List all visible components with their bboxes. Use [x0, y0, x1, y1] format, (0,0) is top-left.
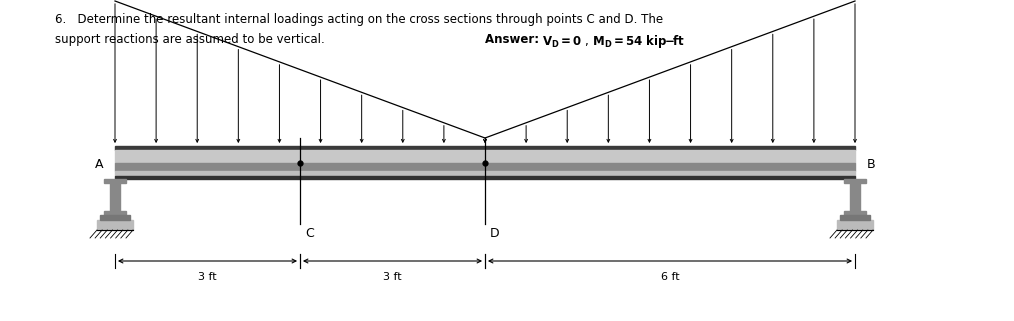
Text: 3 ft: 3 ft — [383, 272, 402, 282]
FancyBboxPatch shape — [840, 215, 870, 220]
Text: 6.   Determine the resultant internal loadings acting on the cross sections thro: 6. Determine the resultant internal load… — [55, 13, 663, 26]
Text: D: D — [490, 227, 500, 240]
FancyBboxPatch shape — [837, 220, 873, 230]
FancyBboxPatch shape — [97, 220, 133, 230]
FancyBboxPatch shape — [115, 163, 855, 171]
FancyBboxPatch shape — [115, 176, 855, 179]
FancyBboxPatch shape — [844, 211, 866, 215]
FancyBboxPatch shape — [100, 215, 130, 220]
FancyBboxPatch shape — [104, 211, 126, 215]
FancyBboxPatch shape — [115, 146, 855, 150]
FancyBboxPatch shape — [844, 179, 866, 183]
FancyBboxPatch shape — [115, 171, 855, 176]
Text: C: C — [305, 227, 313, 240]
Text: support reactions are assumed to be vertical.: support reactions are assumed to be vert… — [55, 33, 324, 46]
Text: B: B — [867, 158, 876, 170]
FancyBboxPatch shape — [110, 183, 120, 211]
Text: 6 ft: 6 ft — [661, 272, 679, 282]
Text: A: A — [94, 158, 103, 170]
Text: 3 ft: 3 ft — [198, 272, 217, 282]
FancyBboxPatch shape — [104, 179, 126, 183]
FancyBboxPatch shape — [850, 183, 860, 211]
Text: $\mathbf{V_D = 0}$ , $\mathbf{M_D = 54\ kip\!\!-\!\!ft}$: $\mathbf{V_D = 0}$ , $\mathbf{M_D = 54\ … — [542, 33, 685, 50]
FancyBboxPatch shape — [115, 150, 855, 163]
Text: Answer:: Answer: — [485, 33, 544, 46]
